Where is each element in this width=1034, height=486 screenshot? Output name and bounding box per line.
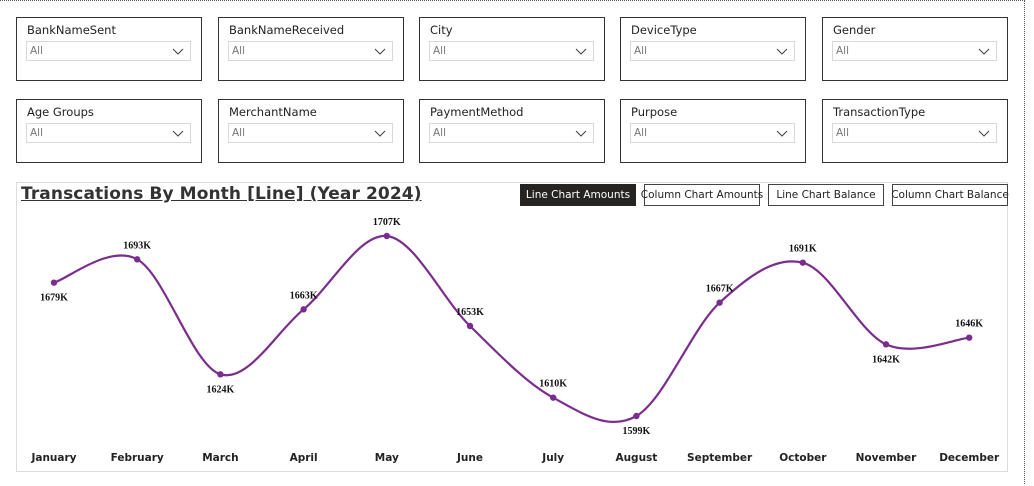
slicer-age-groups: Age Groups All bbox=[16, 99, 202, 163]
column-chart-amounts-button[interactable]: Column Chart Amounts bbox=[641, 184, 763, 206]
slicer-value: All bbox=[30, 127, 44, 139]
bank-name-sent-dropdown[interactable]: All bbox=[26, 41, 191, 61]
purpose-dropdown[interactable]: All bbox=[630, 123, 795, 143]
bank-name-received-dropdown[interactable]: All bbox=[228, 41, 393, 61]
x-tick-label: March bbox=[202, 452, 238, 464]
data-label: 1642K bbox=[872, 354, 900, 365]
slicer-value: All bbox=[634, 45, 648, 57]
x-tick-label: May bbox=[375, 452, 399, 464]
slicer-transaction-type: TransactionType All bbox=[822, 99, 1008, 163]
slicer-value: All bbox=[30, 45, 44, 57]
data-point[interactable] bbox=[134, 256, 141, 263]
payment-method-dropdown[interactable]: All bbox=[429, 123, 594, 143]
x-tick-label: June bbox=[456, 452, 483, 464]
x-tick-label: July bbox=[541, 452, 564, 464]
data-label: 1663K bbox=[290, 290, 318, 301]
city-dropdown[interactable]: All bbox=[429, 41, 594, 61]
data-point[interactable] bbox=[550, 394, 557, 401]
x-tick-label: February bbox=[111, 452, 164, 464]
chevron-down-icon bbox=[575, 48, 587, 55]
slicer-value: All bbox=[433, 127, 447, 139]
x-tick-label: November bbox=[856, 452, 918, 464]
data-label: 1667K bbox=[706, 284, 734, 295]
chevron-down-icon bbox=[374, 130, 386, 137]
data-point[interactable] bbox=[966, 334, 973, 341]
data-point[interactable] bbox=[716, 299, 723, 306]
x-tick-label: September bbox=[687, 452, 753, 464]
data-label: 1599K bbox=[623, 426, 651, 437]
chevron-down-icon bbox=[374, 48, 386, 55]
x-tick-label: October bbox=[779, 452, 827, 464]
slicer-title: DeviceType bbox=[631, 23, 697, 37]
series-line bbox=[53, 234, 970, 423]
slicer-title: TransactionType bbox=[833, 105, 926, 119]
x-tick-label: April bbox=[290, 452, 318, 464]
data-point[interactable] bbox=[383, 232, 390, 240]
line-chart-amounts-button[interactable]: Line Chart Amounts bbox=[520, 184, 636, 206]
slicer-title: Age Groups bbox=[27, 105, 94, 119]
data-point[interactable] bbox=[217, 371, 224, 378]
data-label: 1610K bbox=[539, 379, 567, 390]
gender-dropdown[interactable]: All bbox=[832, 41, 997, 61]
data-label: 1693K bbox=[123, 240, 151, 251]
chevron-down-icon bbox=[776, 48, 788, 55]
data-point[interactable] bbox=[466, 322, 474, 330]
x-tick-label: August bbox=[615, 452, 657, 464]
data-label: 1646K bbox=[955, 319, 983, 330]
data-point[interactable] bbox=[50, 279, 58, 286]
slicer-payment-method: PaymentMethod All bbox=[419, 99, 605, 163]
line-chart-balance-button[interactable]: Line Chart Balance bbox=[768, 184, 884, 206]
slicer-bank-name-received: BankNameReceived All bbox=[218, 17, 404, 81]
slicer-title: PaymentMethod bbox=[430, 105, 524, 119]
slicer-purpose: Purpose All bbox=[620, 99, 806, 163]
slicer-title: BankNameSent bbox=[27, 23, 116, 37]
slicer-value: All bbox=[232, 127, 246, 139]
slicer-title: BankNameReceived bbox=[229, 23, 345, 37]
chevron-down-icon bbox=[978, 48, 990, 55]
data-label: 1707K bbox=[373, 217, 401, 228]
slicer-title: Gender bbox=[833, 23, 876, 37]
slicer-value: All bbox=[433, 45, 447, 57]
slicer-title: MerchantName bbox=[229, 105, 317, 119]
data-point[interactable] bbox=[799, 259, 806, 266]
chart-panel bbox=[16, 182, 1008, 472]
data-label: 1653K bbox=[456, 307, 484, 318]
data-label: 1691K bbox=[789, 244, 817, 255]
transaction-type-dropdown[interactable]: All bbox=[832, 123, 997, 143]
slicer-city: City All bbox=[419, 17, 605, 81]
data-point[interactable] bbox=[633, 412, 640, 420]
data-label: 1624K bbox=[207, 384, 235, 395]
merchant-name-dropdown[interactable]: All bbox=[228, 123, 393, 143]
slicer-gender: Gender All bbox=[822, 17, 1008, 81]
device-type-dropdown[interactable]: All bbox=[630, 41, 795, 61]
slicer-value: All bbox=[836, 127, 850, 139]
slicer-title: Purpose bbox=[631, 105, 678, 119]
slicer-title: City bbox=[430, 23, 453, 37]
column-chart-balance-button[interactable]: Column Chart Balance bbox=[891, 184, 1009, 206]
chevron-down-icon bbox=[172, 48, 184, 55]
x-tick-label: January bbox=[30, 452, 76, 464]
data-point[interactable] bbox=[882, 341, 890, 348]
chevron-down-icon bbox=[172, 130, 184, 137]
slicer-device-type: DeviceType All bbox=[620, 17, 806, 81]
slicer-merchant-name: MerchantName All bbox=[218, 99, 404, 163]
chevron-down-icon bbox=[575, 130, 587, 137]
chevron-down-icon bbox=[776, 130, 788, 137]
chart-title: Transcations By Month [Line] (Year 2024) bbox=[21, 184, 422, 204]
x-tick-label: December bbox=[939, 452, 1000, 464]
chevron-down-icon bbox=[978, 130, 990, 137]
slicer-value: All bbox=[836, 45, 850, 57]
slicer-value: All bbox=[232, 45, 246, 57]
slicer-value: All bbox=[634, 127, 648, 139]
data-label: 1679K bbox=[40, 293, 68, 304]
slicer-bank-name-sent: BankNameSent All bbox=[16, 17, 202, 81]
age-groups-dropdown[interactable]: All bbox=[26, 123, 191, 143]
data-point[interactable] bbox=[300, 306, 307, 313]
